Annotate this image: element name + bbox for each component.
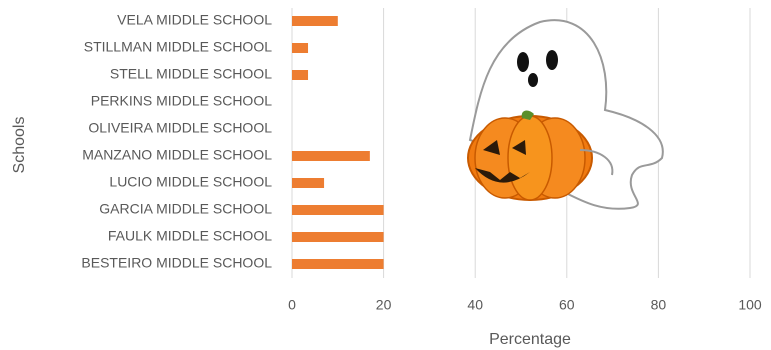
labels: Percentage Schools 0 20 40 60 80 100 VELA MIDD… (11, 12, 762, 349)
y-tick-label: MANZANO MIDDLE SCHOOL (82, 147, 272, 163)
bar (292, 178, 325, 188)
x-axis-label: Percentage (489, 331, 571, 348)
bar (292, 16, 338, 26)
bar (292, 70, 309, 80)
x-tick-label: 0 (288, 297, 296, 313)
y-tick-label: VELA MIDDLE SCHOOL (117, 12, 272, 28)
x-tick-label: 80 (651, 297, 667, 313)
ghost-illustration (467, 19, 664, 210)
x-tick-label: 100 (738, 297, 762, 313)
y-tick-label: BESTEIRO MIDDLE SCHOOL (81, 255, 272, 271)
bar (292, 205, 384, 215)
y-tick-label: FAULK MIDDLE SCHOOL (108, 228, 272, 244)
y-tick-label: LUCIO MIDDLE SCHOOL (109, 174, 272, 190)
bars (292, 16, 384, 269)
y-axis-label: Schools (11, 117, 28, 174)
bar (292, 43, 309, 53)
bar (292, 232, 384, 242)
bar (292, 151, 370, 161)
x-tick-label: 40 (467, 297, 483, 313)
y-tick-label: GARCIA MIDDLE SCHOOL (99, 201, 272, 217)
bar (292, 259, 384, 269)
y-tick-label: STILLMAN MIDDLE SCHOOL (84, 39, 272, 55)
y-tick-label: PERKINS MIDDLE SCHOOL (91, 93, 272, 109)
x-tick-label: 60 (559, 297, 575, 313)
y-tick-label: STELL MIDDLE SCHOOL (110, 66, 272, 82)
x-tick-label: 20 (376, 297, 392, 313)
y-tick-label: OLIVEIRA MIDDLE SCHOOL (88, 120, 272, 136)
